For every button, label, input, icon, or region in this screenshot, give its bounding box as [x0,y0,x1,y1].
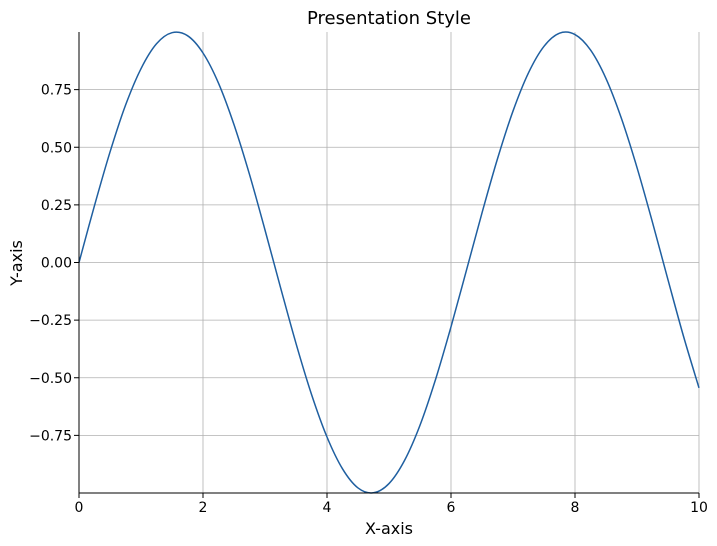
x-tick-label: 0 [75,500,84,516]
y-tick-label: 0.25 [41,198,72,214]
series-line [78,31,700,494]
x-tick-label: 8 [571,500,580,516]
y-tick-label: −0.50 [29,371,72,387]
plot-area [78,31,700,494]
y-tick-label: −0.75 [29,428,72,444]
y-tick-label: −0.25 [29,313,72,329]
y-tick-label: 0.50 [41,140,72,156]
x-tick-label: 2 [199,500,208,516]
chart-title: Presentation Style [307,8,471,29]
x-tick-label: 4 [323,500,332,516]
y-tick-label: 0.00 [41,256,72,272]
x-axis-label: X-axis [365,519,413,538]
y-tick-label: 0.75 [41,83,72,99]
y-axis-label: Y-axis [7,240,26,287]
x-tick-label: 6 [447,500,456,516]
y-axis-ticks: −0.75 −0.50 −0.25 0.00 0.25 0.50 0.75 [29,83,79,444]
x-axis-ticks: 0 2 4 6 8 10 [75,493,708,516]
x-tick-label: 10 [690,500,708,516]
grid [79,32,700,493]
